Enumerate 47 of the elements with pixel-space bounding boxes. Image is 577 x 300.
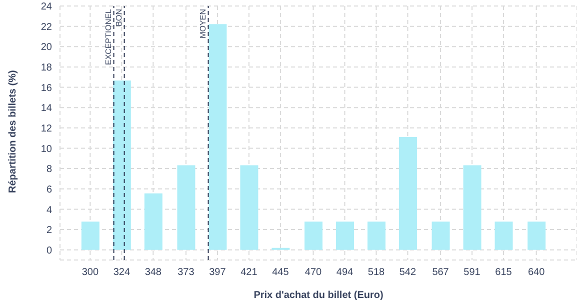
y-tick-label: 14 [40,103,52,114]
x-tick-label: 445 [272,267,290,278]
x-tick-label: 615 [495,267,512,278]
y-tick-label: 0 [46,245,52,256]
x-tick-label: 397 [209,267,226,278]
ref-line-label: BON [114,8,124,26]
y-axis-title: Répartition des billets (%) [8,70,19,193]
x-tick-label: 373 [178,267,195,278]
x-tick-label: 300 [82,267,99,278]
bar [177,165,196,250]
y-tick-label: 24 [40,2,52,13]
x-tick-label: 591 [464,267,481,278]
bar [494,222,513,250]
x-tick-label: 348 [144,267,162,278]
bar [304,222,323,250]
y-tick-label: 12 [40,123,52,134]
x-tick-label: 640 [528,267,546,278]
y-tick-label: 8 [46,164,52,176]
x-tick-label: 324 [113,267,130,278]
bar [367,222,386,250]
bar [398,136,417,250]
bar [528,222,546,250]
x-tick-label: 421 [240,267,258,278]
y-tick-label: 10 [40,144,52,155]
bar [144,193,162,250]
x-axis-title: Prix d'achat du billet (Euro) [254,290,384,300]
x-tick-label: 542 [399,267,417,278]
ref-line-label: EXCEPTIONEL [104,8,113,66]
bar [463,165,482,250]
y-tick-label: 20 [40,42,52,54]
ref-line-label: MOYEN [198,8,208,38]
y-tick-label: 18 [40,62,52,74]
y-tick-label: 16 [40,82,52,94]
bar [336,222,354,250]
y-tick-label: 22 [40,22,52,33]
x-tick-label: 494 [336,267,354,278]
bar [81,222,100,250]
y-tick-label: 6 [46,184,52,196]
y-tick-label: 2 [46,225,52,236]
x-tick-label: 518 [368,267,386,278]
x-tick-label: 567 [432,267,450,278]
bar [240,165,258,250]
y-tick-label: 4 [46,204,52,216]
bar [432,222,450,250]
bar [112,80,131,250]
x-tick-label: 470 [304,267,322,278]
bar [208,24,227,250]
